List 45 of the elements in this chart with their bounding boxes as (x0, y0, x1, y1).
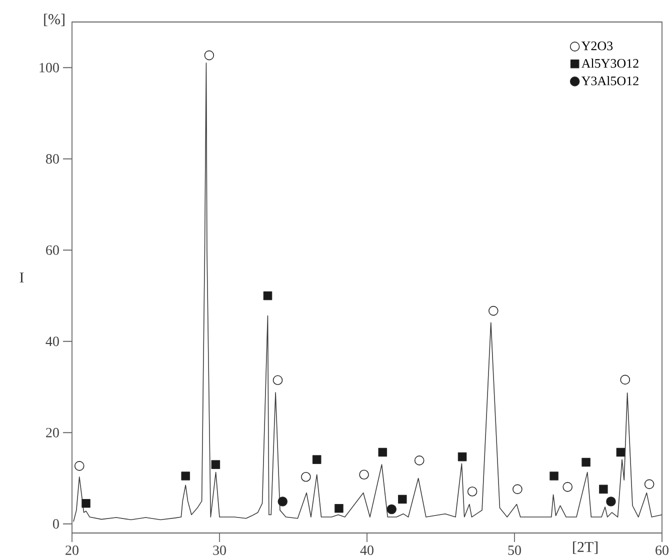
legend-label: Y3Al5O12 (581, 76, 638, 86)
x-tick-label: 30 (213, 546, 226, 555)
point (562, 482, 572, 492)
point (359, 470, 369, 480)
point (512, 484, 522, 494)
point (301, 472, 311, 482)
legend-label: Y2O3 (581, 42, 613, 50)
x-tick-label: 40 (360, 546, 374, 555)
y-tick-label: 100 (40, 62, 59, 72)
point (467, 486, 478, 496)
y-tick-label: 0 (53, 519, 59, 529)
point (582, 458, 590, 467)
point (616, 448, 626, 457)
x-axis-title: [2T] (573, 542, 598, 554)
point (620, 374, 630, 385)
point (211, 460, 220, 469)
x-tick-label: 60 (656, 546, 668, 555)
text: [%] (44, 14, 64, 26)
y-axis-title: I (20, 272, 24, 282)
legend-label: Al5Y3O12 (581, 58, 638, 68)
point (82, 498, 90, 508)
point (398, 494, 407, 504)
point (644, 479, 654, 490)
point (263, 291, 272, 300)
x-tick-label: 20 (66, 546, 78, 555)
y-tick-label: 20 (46, 428, 59, 438)
point (414, 456, 424, 466)
point (599, 484, 608, 494)
y-tick-label: 60 (46, 245, 59, 255)
y-tick-label: 40 (46, 336, 59, 346)
y-tick-label: 80 (46, 154, 59, 164)
point (181, 472, 190, 480)
point (386, 504, 397, 514)
point (378, 448, 388, 457)
point (204, 50, 214, 60)
point (278, 496, 288, 506)
point (272, 375, 283, 386)
point (312, 455, 322, 464)
point (458, 452, 467, 462)
point (74, 461, 84, 471)
point (550, 472, 558, 480)
point (334, 504, 344, 513)
point (606, 496, 616, 506)
x-tick-label: 50 (508, 546, 521, 555)
point (488, 306, 498, 316)
